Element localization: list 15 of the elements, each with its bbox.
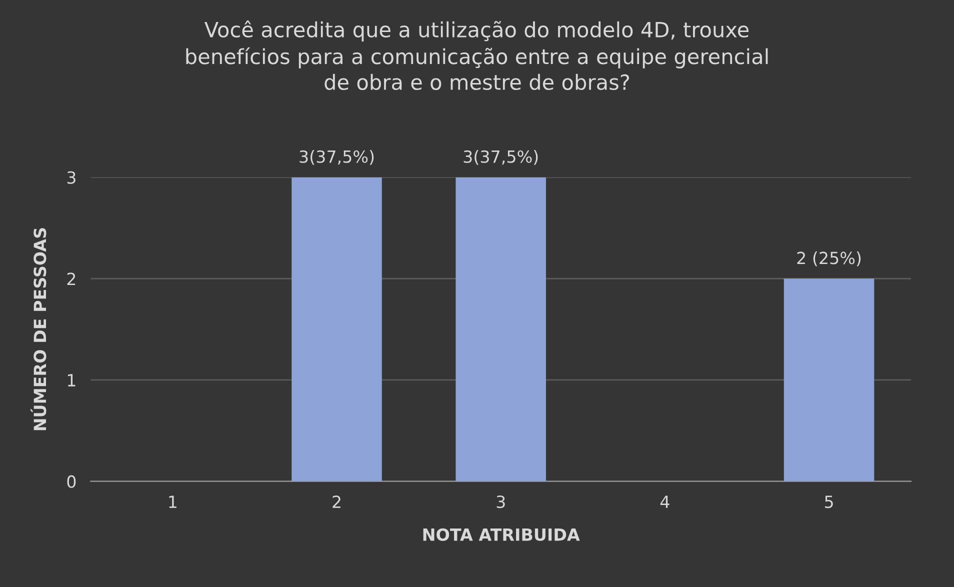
x-tick-label: 1 bbox=[169, 496, 176, 508]
y-tick-label: 0 bbox=[67, 475, 76, 488]
x-tick-label: 3 bbox=[496, 496, 505, 508]
x-axis-title: NOTA ATRIBUIDA bbox=[423, 528, 580, 541]
x-tick-label: 4 bbox=[660, 496, 670, 508]
y-axis-title: NÚMERO DE PESSOAS bbox=[30, 228, 46, 430]
x-tick-label: 5 bbox=[825, 496, 833, 508]
y-tick-label: 3 bbox=[67, 171, 76, 184]
data-label: 3(37,5%) bbox=[464, 150, 538, 165]
x-tick-label: 2 bbox=[332, 496, 340, 508]
data-label: 2 (25%) bbox=[797, 251, 861, 266]
chart-title: Você acredita que a utilização do modelo 4D, trouxe benefícios para a comunicação entre a equipe gerencial de obra e o mestre de obras? bbox=[186, 20, 768, 90]
y-tick-label: 2 bbox=[67, 272, 76, 285]
data-label: 3(37,5%) bbox=[300, 150, 374, 165]
y-tick-label: 1 bbox=[68, 374, 76, 386]
